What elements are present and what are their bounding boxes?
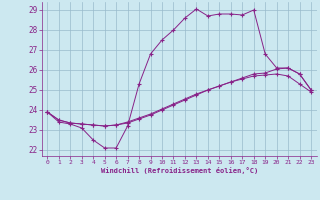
X-axis label: Windchill (Refroidissement éolien,°C): Windchill (Refroidissement éolien,°C) [100, 167, 258, 174]
